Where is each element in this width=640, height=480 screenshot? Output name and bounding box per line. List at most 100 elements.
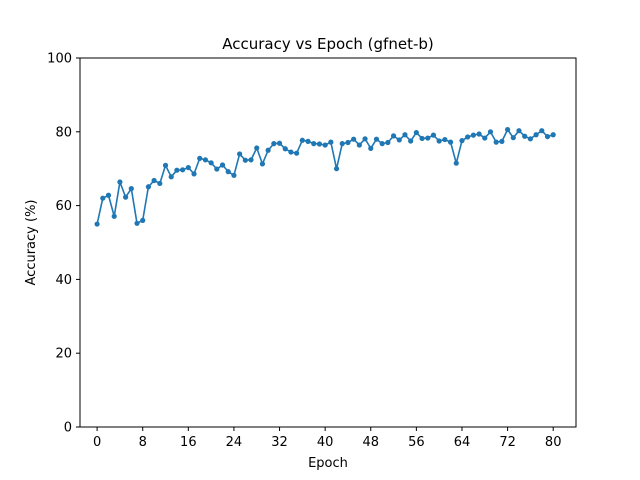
data-point bbox=[402, 132, 408, 138]
data-point bbox=[453, 160, 459, 166]
data-point bbox=[487, 129, 494, 135]
y-tick-label: 40 bbox=[55, 273, 72, 288]
data-point bbox=[356, 142, 362, 148]
x-tick-label: 0 bbox=[93, 435, 101, 450]
x-tick-label: 40 bbox=[317, 435, 334, 450]
accuracy-series bbox=[94, 126, 556, 227]
y-tick-label: 20 bbox=[55, 347, 72, 362]
data-point bbox=[470, 132, 476, 138]
data-point bbox=[248, 157, 254, 163]
data-point bbox=[168, 174, 174, 180]
x-tick-label: 72 bbox=[499, 435, 516, 450]
data-point bbox=[379, 141, 385, 147]
data-point bbox=[134, 220, 140, 226]
data-point bbox=[362, 136, 368, 142]
data-point bbox=[447, 139, 454, 145]
data-point bbox=[373, 136, 380, 142]
data-point bbox=[214, 166, 220, 172]
data-point bbox=[396, 137, 402, 143]
data-point bbox=[100, 195, 106, 201]
y-tick-label: 100 bbox=[47, 52, 72, 67]
data-point bbox=[305, 138, 311, 144]
data-point bbox=[351, 136, 357, 142]
data-point bbox=[516, 128, 522, 134]
data-point bbox=[442, 136, 448, 143]
x-tick-label: 32 bbox=[271, 435, 288, 450]
x-tick-label: 48 bbox=[362, 435, 379, 450]
data-point bbox=[197, 155, 203, 161]
data-point bbox=[499, 138, 505, 144]
data-point bbox=[322, 142, 328, 148]
data-point bbox=[162, 162, 169, 168]
x-tick-label: 64 bbox=[454, 435, 471, 450]
data-point bbox=[271, 141, 277, 147]
data-point bbox=[111, 213, 117, 219]
data-point bbox=[151, 177, 157, 184]
data-point bbox=[368, 145, 374, 152]
data-point bbox=[294, 150, 300, 156]
data-point bbox=[185, 164, 191, 171]
x-axis-label: Epoch bbox=[308, 456, 348, 471]
y-axis-ticks: 0 20 40 60 80 100 bbox=[47, 52, 80, 436]
data-point bbox=[390, 133, 397, 139]
data-point bbox=[225, 169, 231, 175]
data-point bbox=[550, 132, 556, 138]
y-axis-label: Accuracy (%) bbox=[24, 200, 39, 286]
data-point bbox=[288, 149, 294, 155]
y-tick-label: 80 bbox=[55, 125, 72, 140]
data-point bbox=[339, 141, 345, 147]
x-tick-label: 8 bbox=[139, 435, 147, 450]
x-tick-label: 24 bbox=[226, 435, 243, 450]
data-point bbox=[237, 151, 243, 157]
data-point bbox=[191, 171, 197, 177]
plot-frame bbox=[79, 57, 577, 428]
data-point bbox=[231, 172, 237, 178]
data-point bbox=[333, 166, 340, 172]
data-point bbox=[123, 194, 129, 200]
data-point bbox=[419, 135, 425, 142]
data-point bbox=[180, 167, 186, 173]
data-point bbox=[493, 139, 499, 145]
data-point bbox=[544, 133, 551, 140]
data-point bbox=[504, 126, 511, 133]
data-point bbox=[345, 139, 351, 146]
data-point bbox=[328, 139, 334, 145]
data-point bbox=[128, 186, 134, 192]
x-tick-label: 56 bbox=[408, 435, 425, 450]
data-point bbox=[436, 138, 442, 144]
data-point bbox=[430, 132, 437, 138]
data-point bbox=[408, 138, 414, 144]
y-tick-label: 60 bbox=[55, 199, 72, 214]
data-point bbox=[259, 161, 266, 167]
x-axis-ticks: 0 8 16 24 32 40 48 56 64 72 80 bbox=[93, 427, 562, 450]
data-point bbox=[219, 162, 226, 168]
data-point bbox=[105, 192, 112, 198]
data-point bbox=[533, 132, 539, 138]
data-point bbox=[510, 135, 516, 141]
data-point bbox=[527, 136, 533, 142]
data-point bbox=[425, 135, 431, 141]
data-point bbox=[254, 145, 260, 151]
data-point bbox=[174, 167, 180, 173]
y-tick-label: 0 bbox=[64, 421, 72, 436]
data-point bbox=[202, 157, 209, 163]
data-point bbox=[140, 217, 146, 223]
data-point bbox=[208, 160, 214, 166]
data-point bbox=[276, 140, 283, 146]
data-point bbox=[459, 138, 465, 144]
data-point bbox=[522, 133, 528, 139]
data-point bbox=[413, 129, 419, 136]
data-point bbox=[476, 131, 482, 137]
x-tick-label: 80 bbox=[545, 435, 562, 450]
data-point bbox=[117, 179, 123, 185]
data-point bbox=[157, 180, 163, 187]
data-point bbox=[265, 147, 271, 153]
chart-title: Accuracy vs Epoch (gfnet-b) bbox=[222, 35, 433, 53]
data-point bbox=[482, 135, 488, 141]
data-point bbox=[145, 184, 152, 190]
data-point bbox=[94, 221, 100, 227]
data-point bbox=[242, 157, 248, 163]
data-point bbox=[316, 141, 323, 147]
data-point bbox=[539, 128, 545, 134]
